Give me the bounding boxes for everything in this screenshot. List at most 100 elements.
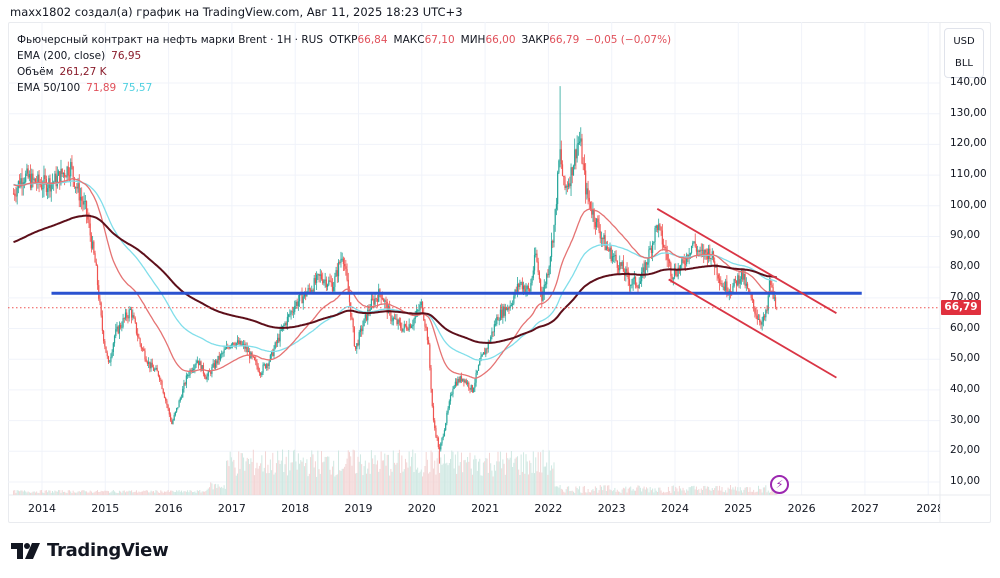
volume-bar xyxy=(692,486,694,495)
candle-body xyxy=(269,354,271,362)
volume-bar xyxy=(397,452,399,495)
candle-body xyxy=(311,290,313,292)
candle-body xyxy=(150,362,152,369)
volume-bar xyxy=(33,491,35,495)
volume-bar xyxy=(170,490,172,495)
volume-bar xyxy=(122,490,124,495)
volume-bar xyxy=(77,491,79,495)
candle-body xyxy=(365,314,368,321)
volume-bar xyxy=(711,488,713,495)
candle-body xyxy=(240,340,242,346)
volume-bar xyxy=(359,454,361,495)
ema200-value: 76,95 xyxy=(111,50,142,62)
candle-body xyxy=(158,375,161,380)
candle-body xyxy=(648,249,650,263)
volume-bar xyxy=(286,475,288,495)
candle-body xyxy=(143,348,145,351)
legend-ema200-row[interactable]: EMA (200, close) 76,95 xyxy=(17,48,671,64)
volume-bar xyxy=(319,473,321,495)
candle-body xyxy=(49,178,51,192)
candle-body xyxy=(358,332,360,346)
volume-bar xyxy=(28,492,30,495)
candle-body xyxy=(600,238,603,239)
candle-body xyxy=(140,344,142,349)
volume-bar xyxy=(568,486,570,495)
candle-body xyxy=(561,164,564,177)
volume-bar xyxy=(710,490,712,495)
volume-bar xyxy=(157,492,159,495)
candle-body xyxy=(331,282,334,292)
candle-body xyxy=(222,352,224,354)
volume-bar xyxy=(215,483,217,495)
candle-body xyxy=(759,319,761,323)
volume-bar xyxy=(615,491,617,495)
volume-bar xyxy=(613,490,615,495)
candle-body xyxy=(115,329,117,336)
volume-bar xyxy=(677,491,679,495)
candle-body xyxy=(94,253,96,263)
candle-body xyxy=(737,275,739,286)
volume-bar xyxy=(730,485,732,495)
year-tick-label: 2019 xyxy=(344,502,373,515)
candle-body xyxy=(686,254,688,264)
volume-bar xyxy=(210,482,212,495)
volume-bar xyxy=(23,490,25,495)
volume-bar xyxy=(524,473,526,495)
candle-body xyxy=(173,414,175,421)
event-lightning-icon[interactable]: ⚡ xyxy=(770,475,789,494)
candle-body xyxy=(316,274,318,283)
volume-bar xyxy=(482,462,484,495)
candle-body xyxy=(773,297,775,299)
price-tick-label: 10,00 xyxy=(950,475,981,487)
candle-body xyxy=(549,256,551,267)
candle-body xyxy=(174,411,177,415)
currency-unit-selector[interactable]: USD BLL xyxy=(944,28,984,78)
volume-bar xyxy=(300,460,302,495)
volume-bar xyxy=(733,489,735,495)
candle-body xyxy=(176,408,178,412)
volume-bar xyxy=(42,492,44,495)
candle-body xyxy=(245,346,247,349)
candle-body xyxy=(443,430,446,437)
volume-bar xyxy=(543,466,545,495)
price-chart[interactable] xyxy=(8,22,991,523)
volume-bar xyxy=(121,492,123,495)
legend-volume-row[interactable]: Объём 261,27 K xyxy=(17,64,671,80)
candle-body xyxy=(566,185,568,187)
volume-bar xyxy=(184,491,186,495)
candle-body xyxy=(152,367,155,371)
tradingview-logo: TradingView xyxy=(11,540,169,561)
volume-bar xyxy=(161,491,163,495)
volume-bar xyxy=(749,487,751,495)
volume-bar xyxy=(699,492,701,495)
volume-bar xyxy=(727,487,729,495)
brand-name: TradingView xyxy=(47,540,169,561)
candle-body xyxy=(283,325,285,327)
candle-body xyxy=(655,225,657,228)
candle-body xyxy=(386,301,388,314)
candle-body xyxy=(418,310,420,311)
volume-bar xyxy=(426,459,428,495)
volume-bar xyxy=(519,474,521,495)
candle-body xyxy=(591,209,593,215)
candle-body xyxy=(469,387,471,390)
candle-body xyxy=(409,324,411,328)
candle-body xyxy=(468,382,470,388)
volume-bar xyxy=(428,473,430,495)
volume-bar xyxy=(518,469,520,495)
volume-bar xyxy=(739,487,741,495)
volume-bar xyxy=(235,475,237,495)
volume-bar xyxy=(728,488,730,495)
legend-ema50-100-row[interactable]: EMA 50/100 71,89 75,57 xyxy=(17,80,671,96)
volume-bar xyxy=(247,458,249,495)
candle-body xyxy=(61,168,63,175)
volume-bar xyxy=(628,487,630,495)
volume-bar xyxy=(245,461,247,495)
candle-body xyxy=(761,321,763,325)
volume-bar xyxy=(172,490,174,495)
candle-body xyxy=(447,408,449,413)
candle-body xyxy=(148,361,150,364)
volume-bar xyxy=(611,491,613,495)
volume-bar xyxy=(418,472,420,495)
price-tick-label: 80,00 xyxy=(950,260,981,273)
